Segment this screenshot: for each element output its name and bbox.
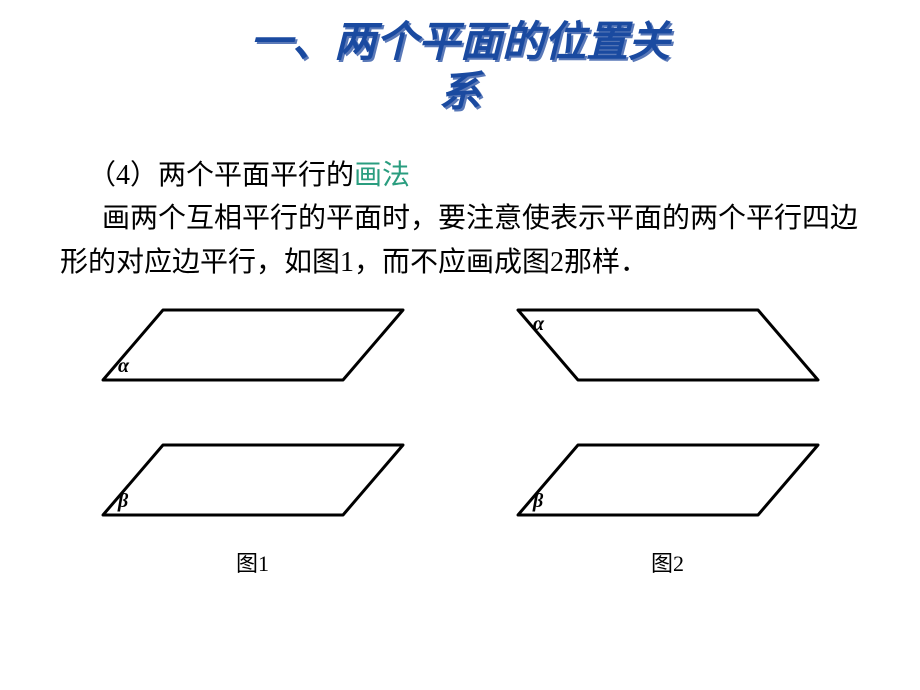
figure-1-svg: αβ [83, 300, 423, 530]
figure-1-caption: 图1 [236, 546, 269, 578]
svg-text:α: α [533, 313, 545, 335]
figure-2-caption: 图2 [651, 546, 684, 578]
svg-text:β: β [532, 490, 544, 512]
figure-2-svg: αβ [498, 300, 838, 530]
figure-2-block: αβ 图2 [498, 300, 838, 578]
title-line-1: 一、两个平面的位置关 [0, 18, 920, 68]
content-block: （4）两个平面平行的画法 画两个互相平行的平面时，要注意使表示平面的两个平行四边… [0, 119, 920, 284]
svg-text:β: β [117, 490, 129, 512]
subheading-prefix: （4）两个平面平行的 [88, 160, 354, 191]
figures-row: αβ 图1 αβ 图2 [0, 284, 920, 578]
body-paragraph: 画两个互相平行的平面时，要注意使表示平面的两个平行四边形的对应边平行，如图1，而… [60, 197, 860, 284]
svg-text:α: α [118, 355, 130, 377]
title-line-2: 系 [0, 68, 920, 118]
figure-1-block: αβ 图1 [83, 300, 423, 578]
section-title: 一、两个平面的位置关 系 [0, 0, 920, 119]
subheading-highlight: 画法 [354, 160, 410, 191]
subheading: （4）两个平面平行的画法 [60, 154, 860, 197]
